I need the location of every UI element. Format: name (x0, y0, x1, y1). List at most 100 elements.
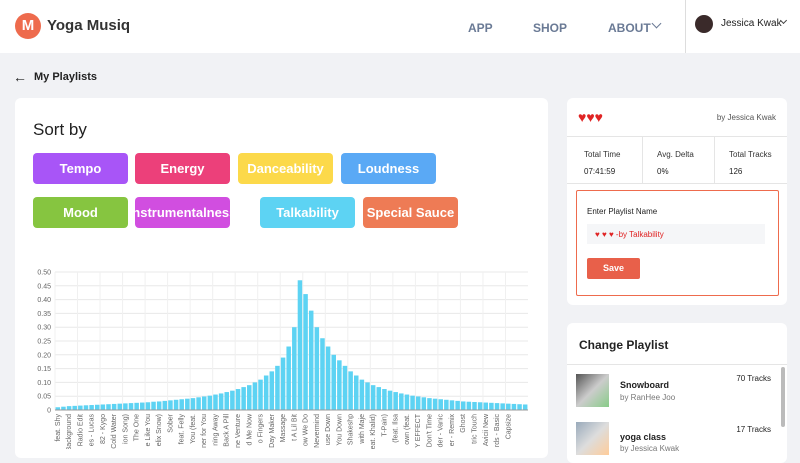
bar (331, 354, 336, 410)
bar (511, 403, 517, 410)
bar (494, 403, 500, 410)
sort-button[interactable]: Special Sauce (363, 197, 458, 228)
bar (201, 396, 207, 410)
bar (325, 346, 331, 410)
name-input[interactable]: ♥ ♥ ♥ -by Talkability (587, 224, 765, 244)
playlist-tracks: 17 Tracks (736, 425, 771, 434)
brand[interactable]: Yoga Musiq (47, 17, 131, 34)
x-tick-label: o Fingers (258, 414, 265, 444)
breadcrumb[interactable]: My Playlists (34, 71, 97, 83)
x-tick-label: e Like You (145, 414, 152, 446)
sort-button[interactable]: Tempo (33, 153, 128, 184)
bar (438, 399, 443, 410)
nav-link[interactable]: SHOP (533, 21, 568, 35)
bar (393, 392, 398, 410)
x-tick-label: ow We Do (303, 414, 310, 446)
sort-button[interactable]: Energy (135, 153, 230, 184)
bar (337, 360, 342, 410)
stat-label: Total Time (584, 150, 621, 159)
bar (320, 338, 325, 410)
chart: 0 0.05 0.10 0.15 0.20 0.25 0.30 0.35 0.40 0.45 0.5… (37, 270, 528, 449)
bar (83, 405, 89, 410)
chevron (651, 18, 662, 29)
x-tick-label: Back A Pill (224, 414, 231, 447)
y-tick-label: 0.20 (37, 352, 51, 359)
y-tick-label: 0.40 (37, 297, 51, 304)
x-tick-label: er - Remix (449, 414, 456, 447)
bar (314, 327, 320, 410)
bar (168, 400, 173, 410)
x-tick-label: Massage (280, 414, 287, 443)
logo[interactable]: M (15, 13, 41, 39)
bar (218, 393, 224, 410)
avatar[interactable] (695, 15, 713, 33)
x-tick-label: Background (66, 414, 73, 449)
y-tick-label: 0.30 (37, 325, 51, 332)
y-tick-label: 0.05 (37, 394, 51, 401)
summary-card: ♥♥♥ by Jessica Kwak Total Time 07:41:59 A… (567, 98, 787, 305)
bar (61, 406, 66, 410)
x-tick-label: Ghost (460, 414, 467, 433)
sort-button[interactable]: Danceability (238, 153, 333, 184)
x-tick-label: You (feat. (190, 414, 197, 444)
x-tick-label: 82 - Kygo (100, 414, 107, 444)
sort-button[interactable]: Talkability (260, 197, 355, 228)
bar (196, 397, 201, 410)
save-button[interactable]: Save (587, 258, 640, 279)
nav-link[interactable]: APP (468, 21, 493, 35)
playlist-name[interactable]: Snowboard (620, 380, 669, 390)
sort-button[interactable]: Instrumentalness (129, 197, 236, 228)
y-tick-label: 0 (47, 408, 51, 415)
stat-label: Total Tracks (729, 150, 772, 159)
x-tick-label: rds - Basic (494, 414, 501, 448)
bar (466, 401, 472, 410)
bar (55, 407, 61, 410)
bar (224, 392, 229, 410)
x-tick-label: Capsize (505, 414, 512, 439)
bar (78, 405, 83, 410)
user-name[interactable]: Jessica Kwak (721, 18, 782, 29)
change-title: Change Playlist (579, 338, 669, 352)
back-arrow[interactable]: ← (13, 69, 27, 85)
bar (370, 385, 376, 410)
x-tick-label: T-Pain) (381, 414, 388, 437)
stat-label: Avg. Delta (657, 150, 694, 159)
bar (207, 395, 213, 410)
form-label: Enter Playlist Name (587, 207, 658, 216)
bar (410, 395, 415, 410)
x-tick-label: Sober (167, 413, 174, 432)
divider (567, 183, 787, 184)
x-tick-label: Shakeshp (348, 414, 355, 445)
x-tick-label: use Down (325, 414, 332, 445)
x-tick-label: Y EFFECT (415, 413, 422, 447)
bar (449, 400, 455, 410)
bar (297, 280, 303, 410)
x-tick-label: es - Lucas (89, 414, 96, 447)
bar (162, 400, 168, 410)
stat-value: 0% (657, 167, 669, 176)
bar (145, 402, 151, 410)
bar (404, 394, 410, 410)
sort-button[interactable]: Loudness (341, 153, 436, 184)
bar (286, 346, 291, 410)
playlist-tracks: 70 Tracks (736, 374, 771, 383)
x-tick-label: elix Snow) (156, 414, 163, 446)
bar (460, 401, 466, 410)
sort-button[interactable]: Mood (33, 197, 128, 228)
bar (348, 371, 353, 410)
author: by Jessica Kwak (716, 113, 776, 122)
bar (100, 404, 106, 410)
bar (94, 404, 100, 410)
bar (517, 404, 522, 410)
x-tick-label: Radio Edit (77, 414, 84, 446)
thumbnail[interactable] (576, 374, 609, 407)
bar (354, 375, 359, 410)
thumbnail[interactable] (576, 422, 609, 455)
bar (123, 403, 128, 410)
stat: Avg. Delta 0% (657, 150, 694, 176)
x-tick-label: d Me Now (246, 413, 253, 445)
bar (455, 400, 460, 410)
playlist-name[interactable]: yoga class (620, 432, 667, 442)
scrollbar[interactable] (781, 367, 785, 427)
nav-link[interactable]: ABOUT (608, 21, 651, 35)
